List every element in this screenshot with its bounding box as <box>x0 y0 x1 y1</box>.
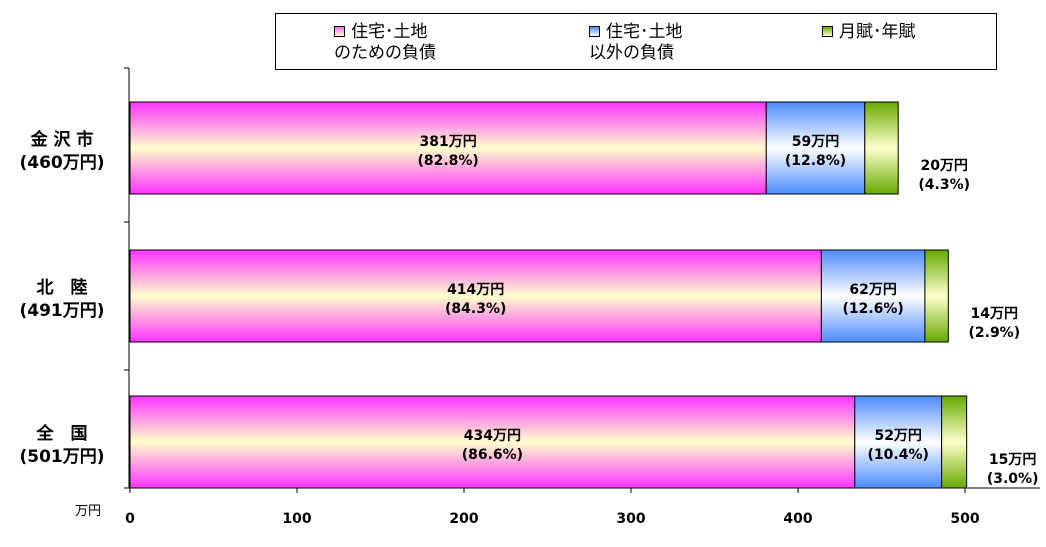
x-unit-label: 万円 <box>75 504 101 519</box>
value-label-0-0: 381万円 <box>420 134 477 150</box>
legend-swatch-installment <box>822 26 833 37</box>
category-label-0: 金 沢 市 <box>30 129 94 150</box>
value-label-0-2: 434万円 <box>464 428 521 444</box>
legend-swatch-other-debt <box>589 26 600 37</box>
value-label-0-1: 414万円 <box>447 282 504 298</box>
bar-2-2 <box>941 395 968 489</box>
category-label-2: 全 国 <box>36 423 88 444</box>
category-total-0: (460万円) <box>19 153 104 173</box>
share-label-1-1: (12.6%) <box>842 301 903 317</box>
share-label-0-2: (86.6%) <box>462 447 523 463</box>
legend-label-other-debt: 住宅･土地 以外の負債 <box>589 22 683 63</box>
share-label-2-2: (3.0%) <box>987 471 1039 487</box>
value-label-2-1: 14万円 <box>971 306 1018 322</box>
legend: 住宅･土地 のための負債 住宅･土地 以外の負債 月賦･年賦 <box>275 13 997 70</box>
share-label-0-1: (84.3%) <box>445 301 506 317</box>
value-label-2-0: 20万円 <box>920 158 967 174</box>
bar-2-0 <box>864 101 899 195</box>
bar-1-1 <box>820 249 926 343</box>
bar-1-0 <box>765 101 866 195</box>
x-tick-label-1: 100 <box>282 511 311 527</box>
x-tick-label-4: 400 <box>783 511 812 527</box>
value-label-2-2: 15万円 <box>989 452 1036 468</box>
value-label-1-2: 52万円 <box>874 428 921 444</box>
legend-item-installment: 月賦･年賦 <box>822 22 916 43</box>
bar-0-1 <box>129 249 822 343</box>
category-total-2: (501万円) <box>19 447 104 467</box>
share-label-0-0: (82.8%) <box>417 153 478 169</box>
share-label-1-0: (12.8%) <box>785 153 846 169</box>
legend-label-installment: 月賦･年賦 <box>839 22 916 42</box>
x-tick-label-3: 300 <box>616 511 645 527</box>
value-label-1-1: 62万円 <box>849 282 896 298</box>
legend-item-housing-debt: 住宅･土地 のための負債 <box>334 22 436 64</box>
value-label-1-0: 59万円 <box>792 134 839 150</box>
x-tick-label-2: 200 <box>449 511 478 527</box>
bar-1-2 <box>854 395 943 489</box>
category-total-1: (491万円) <box>19 301 104 321</box>
x-tick-label-0: 0 <box>125 511 135 527</box>
share-label-2-1: (2.9%) <box>968 325 1020 341</box>
share-label-1-2: (10.4%) <box>868 447 929 463</box>
legend-label-housing-debt: 住宅･土地 のための負債 <box>334 22 436 63</box>
legend-item-other-debt: 住宅･土地 以外の負債 <box>589 22 683 64</box>
category-label-1: 北 陸 <box>37 277 88 298</box>
bar-2-1 <box>924 249 949 343</box>
x-tick-label-5: 500 <box>950 511 979 527</box>
legend-swatch-housing-debt <box>334 26 345 37</box>
share-label-2-0: (4.3%) <box>918 177 970 193</box>
bar-0-2 <box>129 395 856 489</box>
bar-0-0 <box>129 101 767 195</box>
